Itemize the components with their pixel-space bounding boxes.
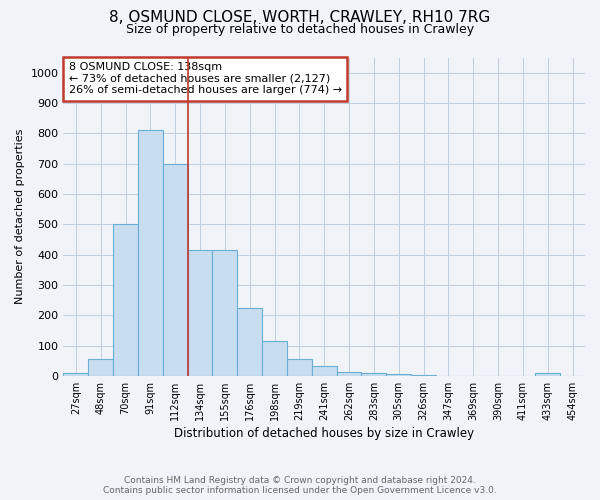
Text: 8, OSMUND CLOSE, WORTH, CRAWLEY, RH10 7RG: 8, OSMUND CLOSE, WORTH, CRAWLEY, RH10 7R… [109,10,491,25]
Bar [88,358,113,376]
Bar [337,372,361,376]
Bar [535,374,560,376]
Bar [386,374,411,376]
Bar [138,130,163,376]
Bar [212,250,237,376]
Bar [411,374,436,376]
Bar [312,366,337,376]
Bar [113,224,138,376]
Bar [163,164,188,376]
Y-axis label: Number of detached properties: Number of detached properties [15,129,25,304]
Bar [287,358,312,376]
Bar [188,250,212,376]
Bar [262,341,287,376]
Text: Contains HM Land Registry data © Crown copyright and database right 2024.
Contai: Contains HM Land Registry data © Crown c… [103,476,497,495]
Bar [361,373,386,376]
Bar [64,374,88,376]
Text: 8 OSMUND CLOSE: 138sqm
← 73% of detached houses are smaller (2,127)
26% of semi-: 8 OSMUND CLOSE: 138sqm ← 73% of detached… [68,62,342,96]
Text: Size of property relative to detached houses in Crawley: Size of property relative to detached ho… [126,22,474,36]
X-axis label: Distribution of detached houses by size in Crawley: Distribution of detached houses by size … [174,427,474,440]
Bar [237,308,262,376]
